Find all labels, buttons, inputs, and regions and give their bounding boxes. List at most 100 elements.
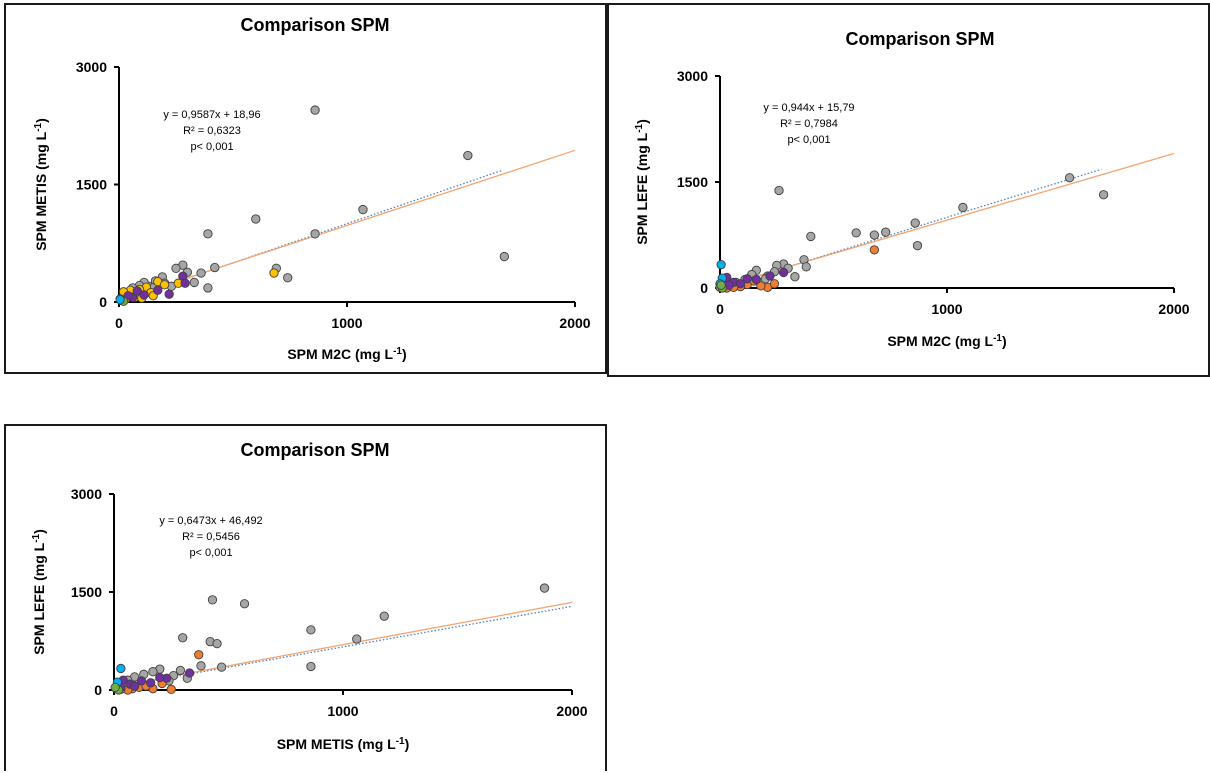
data-point [155,672,165,683]
x-axis-label: SPM M2C (mg L-1) [287,346,406,363]
data-point [180,278,190,288]
data-point [539,583,550,593]
y-tick-label: 3000 [76,59,107,75]
x-tick-label: 2000 [1158,301,1189,317]
y-tick-label: 3000 [71,486,102,502]
data-point [203,283,213,293]
data-point [184,668,195,678]
data-point [778,267,789,278]
data-point [251,214,261,224]
data-point [851,228,861,238]
y-tick-label: 0 [700,280,708,296]
data-point [166,684,176,694]
data-point [116,663,126,674]
data-point [203,229,213,239]
chart-panel-lefe-vs-metis: Comparison SPM 0 1500 3000 0 1000 2000 SPM METI… [4,424,607,771]
data-point [171,263,181,273]
data-point [716,260,726,270]
y-tick-label: 0 [94,682,102,698]
data-point [790,272,800,282]
y-axis-label: SPM LEFE (mg L-1) [634,119,651,245]
data-point [751,274,761,285]
data-point [806,231,816,242]
data-point [756,281,766,291]
y-tick-label: 1500 [677,174,708,190]
reference-line [113,605,573,689]
data-point [499,251,509,262]
regression-annotation: y = 0,944x + 15,79 [763,102,854,114]
data-point [178,633,188,643]
y-axis-label: SPM LEFE (mg L-1) [31,529,48,655]
y-tick-label: 3000 [677,68,708,84]
data-point [194,650,204,660]
data-point [196,268,206,278]
x-tick-label: 0 [110,703,118,719]
data-point [189,277,199,288]
data-point [765,271,775,281]
data-point [379,611,389,621]
chart-panel-metis-vs-m2c: Comparison SPM 0 1500 3000 0 1000 2000 SPM M2C … [4,3,607,374]
regression-annotation: R² = 0,7984 [780,118,838,130]
data-point [306,625,316,635]
data-point [196,661,206,671]
trendline [719,152,1175,288]
data-point [801,262,811,272]
scatter-chart-lefe-vs-m2c: Comparison SPM 0 1500 3000 0 1000 2000 SPM M2C … [634,29,1190,350]
x-tick-label: 0 [716,301,724,317]
data-point [912,240,923,251]
data-point [463,150,473,161]
data-point [352,634,362,644]
chart-panel-lefe-vs-m2c: Comparison SPM 0 1500 3000 0 1000 2000 SPM M2C … [607,3,1210,377]
data-point [132,286,142,296]
x-tick-label: 2000 [559,315,590,331]
data-point [869,245,880,255]
data-point [306,661,316,672]
data-point [910,218,920,228]
trendline [118,149,576,302]
data-point [129,681,140,691]
data-point [869,230,880,240]
y-tick-label: 0 [99,294,107,310]
regression-annotation: y = 0,9587x + 18,96 [163,109,260,121]
data-point [164,289,174,299]
scatter-chart-metis-vs-m2c: Comparison SPM 0 1500 3000 0 1000 2000 SPM M2C … [33,15,591,363]
data-point [958,202,968,213]
y-tick-label: 1500 [76,177,107,193]
data-point [110,682,120,693]
data-point [735,279,746,289]
x-tick-label: 1000 [331,315,362,331]
regression-annotation: R² = 0,6323 [183,125,241,137]
data-point [175,665,186,676]
data-point [742,274,752,284]
data-point [145,678,156,688]
y-tick-label: 1500 [71,584,102,600]
chart-title: Comparison SPM [240,440,389,460]
data-point [769,279,780,289]
x-tick-label: 1000 [327,703,358,719]
regression-annotation: p< 0,001 [189,547,232,559]
data-point [159,280,170,290]
data-point [136,676,147,686]
data-point [310,229,320,239]
data-point [239,599,250,609]
x-tick-label: 0 [115,315,123,331]
data-point [139,290,149,300]
y-axis-label: SPM METIS (mg L-1) [33,118,50,251]
data-point [283,273,293,283]
x-tick-label: 2000 [556,703,587,719]
chart-title: Comparison SPM [845,29,994,49]
data-point [115,294,125,305]
data-point [212,638,222,649]
x-axis-label: SPM M2C (mg L-1) [887,333,1006,350]
chart-title: Comparison SPM [240,15,389,35]
x-axis-label: SPM METIS (mg L-1) [277,736,410,753]
scatter-chart-lefe-vs-metis: Comparison SPM 0 1500 3000 0 1000 2000 SPM METI… [31,440,588,753]
data-point [358,204,368,215]
x-tick-label: 1000 [931,301,962,317]
data-point [774,185,784,196]
data-point [210,262,220,273]
data-point [153,285,163,295]
regression-annotation: p< 0,001 [787,134,830,146]
data-point [216,662,227,672]
data-point [148,667,158,677]
